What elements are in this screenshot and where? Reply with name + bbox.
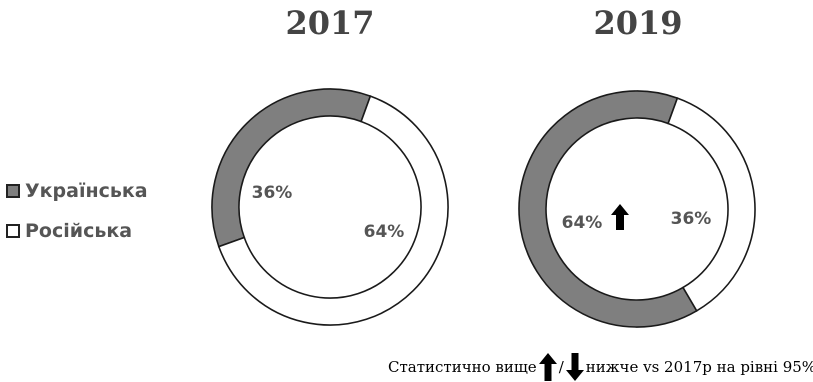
chart-title-2017: 2017 [285,4,375,42]
arrow-up-icon [611,204,629,230]
legend-item-ukrainian: Українська [6,178,148,204]
donut-2019-label-ukrainian: 64% [562,213,603,233]
footnote-prefix: Статистично вище [388,358,537,376]
legend: Українська Російська [6,178,148,258]
donut-2019-label-russian: 36% [671,209,712,229]
legend-item-russian: Російська [6,218,148,244]
donut-2019-segment-russian [667,97,756,312]
donut-2017-segment-russian [217,95,449,326]
arrow-up-icon [538,353,557,381]
donut-2017-segment-ukrainian [211,88,372,248]
donut-2017-label-ukrainian: 36% [252,183,293,203]
footnote-suffix: нижче vs 2017р на рівні 95% [585,358,813,376]
significance-footnote: Статистично вище / нижче vs 2017р на рів… [388,352,813,382]
legend-swatch-russian [6,224,20,238]
legend-swatch-ukrainian [6,184,20,198]
arrow-down-icon [565,353,584,381]
donut-2019-segment-ukrainian [518,90,698,328]
donut-2017-label-russian: 64% [364,222,405,242]
legend-label-russian: Російська [25,220,133,242]
legend-label-ukrainian: Українська [25,180,148,202]
footnote-separator: / [558,358,564,376]
chart-title-2019: 2019 [593,4,683,42]
